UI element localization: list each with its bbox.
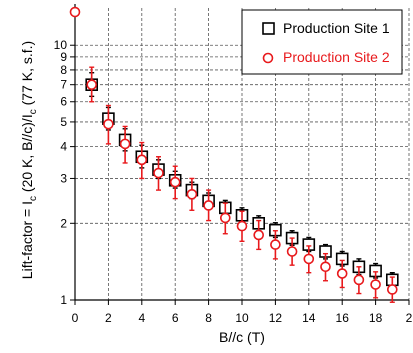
- data-point-circle: [136, 154, 148, 166]
- data-point-circle: [236, 220, 248, 232]
- y-tick-label: 8: [60, 63, 67, 77]
- y-tick-label: 9: [60, 50, 67, 64]
- x-tick-label: 8: [205, 311, 212, 325]
- x-tick-label: 4: [138, 311, 145, 325]
- data-point-circle: [320, 261, 331, 273]
- data-point-circle: [186, 188, 198, 200]
- x-tick-label: 10: [235, 311, 249, 325]
- data-point-circle: [253, 229, 265, 241]
- data-point-circle: [153, 167, 164, 179]
- x-tick-label: 18: [369, 311, 383, 325]
- y-tick-label: 10: [54, 38, 68, 52]
- series: [69, 6, 399, 303]
- data-point-circle: [86, 79, 97, 90]
- y-axis-title-prefix: Lift-factor = I: [19, 201, 35, 279]
- data-point-circle: [386, 284, 398, 295]
- legend-label-site-2: Production Site 2: [283, 49, 390, 65]
- x-tick-label: 2: [105, 311, 112, 325]
- x-tick-label: 2: [406, 311, 413, 325]
- axes: [70, 4, 410, 305]
- data-point-circle: [286, 246, 298, 257]
- data-point-circle: [336, 268, 348, 279]
- y-axis-title: Lift-factor = Ic (20 K, B//c)/Ic (77 K, …: [19, 41, 39, 279]
- x-tick-label: 0: [72, 311, 79, 325]
- legend: Production Site 1 Production Site 2: [241, 9, 403, 75]
- y-tick-label: 1: [60, 293, 67, 307]
- y-tick-label: 3: [60, 171, 67, 185]
- legend-box: [241, 9, 403, 75]
- y-axis-title-suffix: (77 K, s.f.): [19, 41, 35, 109]
- data-point-circle: [370, 279, 381, 290]
- y-tick-label: 6: [60, 95, 67, 109]
- x-tick-label: 16: [336, 311, 350, 325]
- y-tick-label: 7: [60, 78, 67, 92]
- y-axis-title-middle: (20 K, B//c)/I: [19, 114, 35, 196]
- x-axis-title: B//c (T): [219, 329, 265, 345]
- legend-square-icon: [262, 22, 275, 35]
- legend-label-site-1: Production Site 1: [283, 20, 390, 36]
- data-point-circle: [69, 6, 81, 18]
- data-point-circle: [220, 212, 231, 224]
- series-2: [69, 6, 398, 303]
- data-point-circle: [303, 253, 315, 265]
- y-tick-label: 4: [60, 140, 67, 154]
- data-point-circle: [169, 176, 181, 188]
- data-point-circle: [119, 138, 131, 150]
- y-tick-label: 5: [60, 115, 67, 129]
- legend-circle-icon: [262, 52, 274, 64]
- x-tick-label: 6: [172, 311, 179, 325]
- data-point-circle: [103, 118, 114, 130]
- x-tick-label: 12: [269, 311, 283, 325]
- data-point-circle: [270, 239, 281, 250]
- data-point-circle: [203, 200, 214, 211]
- x-tick-label: 14: [302, 311, 316, 325]
- y-tick-label: 2: [60, 216, 67, 230]
- y-axis-title-sub2: c: [28, 109, 39, 114]
- y-axis-title-sub1: c: [28, 196, 39, 201]
- data-point-circle: [353, 274, 365, 286]
